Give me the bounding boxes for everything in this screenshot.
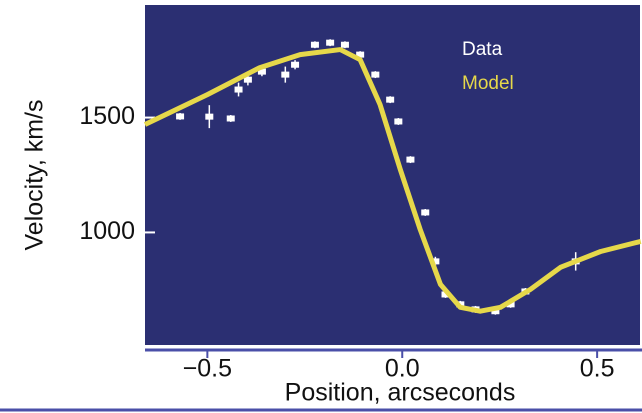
data-point: [234, 86, 243, 93]
data-point: [406, 156, 415, 163]
data-point: [431, 258, 440, 265]
data-point: [176, 113, 185, 120]
plot-area: [145, 5, 640, 345]
data-point: [491, 308, 500, 315]
y-axis-title: Velocity, km/s: [21, 100, 49, 251]
data-point: [281, 71, 290, 78]
data-point: [421, 209, 430, 216]
data-point: [243, 76, 252, 83]
data-point: [441, 291, 450, 298]
data-point: [371, 71, 380, 78]
y-tick-label: 1000: [79, 217, 135, 245]
legend-label: Data: [462, 39, 503, 60]
data-point: [326, 39, 335, 46]
legend-label: Model: [462, 73, 514, 94]
x-tick-label: −0.5: [183, 355, 232, 383]
data-point: [394, 118, 403, 125]
x-axis-title: Position, arcseconds: [285, 379, 516, 407]
data-point: [257, 68, 266, 75]
data-point: [506, 301, 515, 308]
model-line: [143, 47, 642, 314]
data-point: [310, 41, 319, 48]
y-tick-label: 1500: [79, 102, 135, 130]
data-point: [386, 96, 395, 103]
data-point: [356, 51, 365, 58]
x-tick-label: 0.0: [385, 355, 420, 383]
data-point: [226, 115, 235, 122]
data-point: [340, 41, 349, 48]
x-tick-label: 0.5: [580, 355, 615, 383]
data-point: [205, 113, 214, 120]
data-point: [291, 61, 300, 68]
